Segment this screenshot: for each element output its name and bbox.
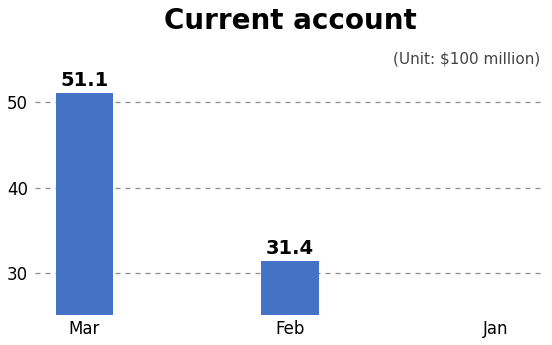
Text: 31.4: 31.4: [266, 239, 314, 258]
Text: (Unit: $100 million): (Unit: $100 million): [392, 51, 540, 66]
Title: Current account: Current account: [163, 7, 416, 35]
Text: 51.1: 51.1: [60, 71, 109, 90]
Bar: [261, 261, 319, 345]
Bar: [56, 93, 113, 345]
